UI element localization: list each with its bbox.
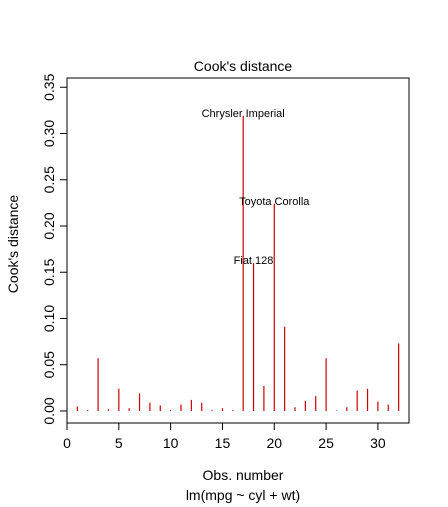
chart-title: Cook's distance <box>194 58 293 74</box>
x-tick-label: 25 <box>318 435 334 451</box>
annotation-obs-20: Toyota Corolla <box>239 196 310 208</box>
x-axis-label: Obs. number <box>203 467 284 483</box>
annotation-obs-17: Chrysler Imperial <box>202 108 285 120</box>
x-tick-label: 20 <box>266 435 282 451</box>
x-axis-subtitle: lm(mpg ~ cyl + wt) <box>186 487 300 503</box>
x-tick-label: 0 <box>63 435 71 451</box>
x-tick-label: 15 <box>215 435 231 451</box>
y-tick-label: 0.05 <box>41 351 57 378</box>
y-tick-label: 0.30 <box>41 120 57 147</box>
y-tick-label: 0.15 <box>41 258 57 285</box>
y-axis-label: Cook's distance <box>5 195 21 294</box>
y-tick-label: 0.35 <box>41 73 57 100</box>
y-tick-label: 0.20 <box>41 212 57 239</box>
x-tick-label: 5 <box>115 435 123 451</box>
x-tick-label: 10 <box>163 435 179 451</box>
bars <box>76 115 400 411</box>
y-tick-label: 0.25 <box>41 166 57 193</box>
plot-frame <box>66 77 410 424</box>
y-axis: 0.00 0.05 0.10 0.15 0.20 0.25 0.30 0.35 <box>41 73 68 425</box>
annotation-obs-18: Fiat 128 <box>234 255 274 267</box>
x-axis: 0 5 10 15 20 25 30 <box>63 422 386 451</box>
x-tick-label: 30 <box>370 435 386 451</box>
annotations: Chrysler Imperial Toyota Corolla Fiat 128 <box>202 108 311 267</box>
y-tick-label: 0.00 <box>41 397 57 424</box>
y-tick-label: 0.10 <box>41 305 57 332</box>
